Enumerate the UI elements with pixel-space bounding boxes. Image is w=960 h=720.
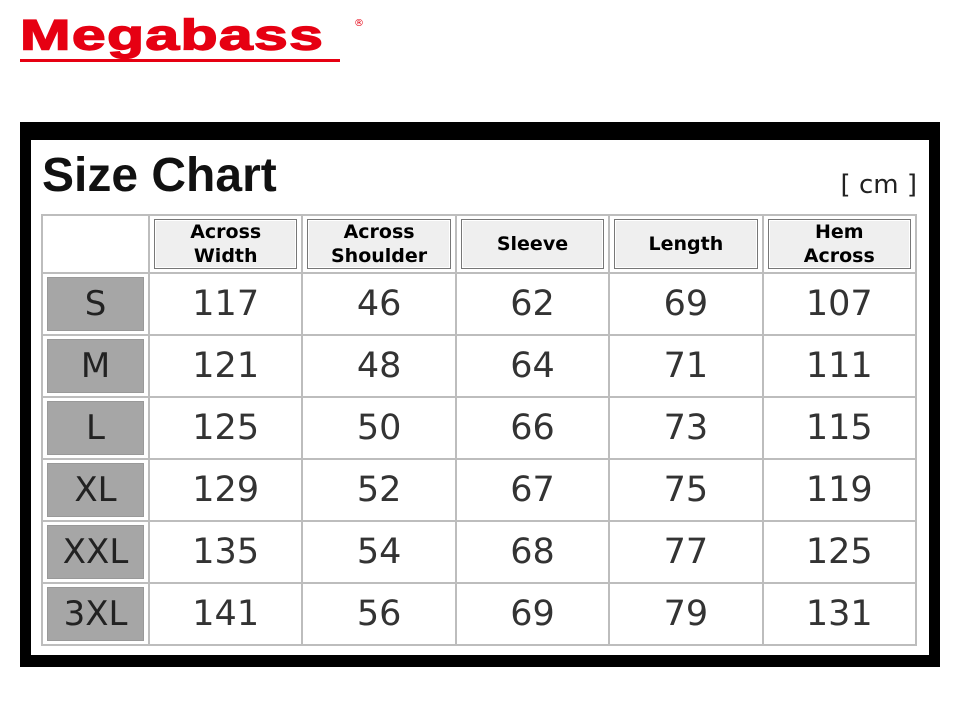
column-header-cell: Across Width <box>147 214 304 274</box>
size-chart-panel: Size Chart [ cm ] Across Width Across Sho… <box>31 140 929 655</box>
value-cell: 66 <box>454 396 611 460</box>
value-cell: 111 <box>761 334 918 398</box>
chart-title: Size Chart <box>42 149 277 202</box>
value-cell: 107 <box>761 272 918 336</box>
logo-text: Megabass <box>19 10 325 59</box>
column-header-cell: Across Shoulder <box>301 214 457 274</box>
value-cell: 119 <box>761 458 918 522</box>
size-cell: XXL <box>41 520 150 584</box>
size-cell: S <box>41 272 150 336</box>
size-label: XL <box>47 463 144 517</box>
header-row: Across Width Across Shoulder Sleeve Length H… <box>41 214 918 274</box>
column-header: Across Shoulder <box>307 219 451 269</box>
value-cell: 46 <box>301 272 457 336</box>
value-cell: 62 <box>454 272 611 336</box>
value-cell: 69 <box>454 582 611 646</box>
unit-label: [ cm ] <box>840 170 917 200</box>
value-cell: 77 <box>608 520 764 584</box>
size-cell: XL <box>41 458 150 522</box>
table-row: S 117 46 62 69 107 <box>41 272 918 336</box>
table-row: M 121 48 64 71 111 <box>41 334 918 398</box>
size-label: S <box>47 277 144 331</box>
value-cell: 131 <box>761 582 918 646</box>
column-header: Sleeve <box>460 219 605 269</box>
table-row: XXL 135 54 68 77 125 <box>41 520 918 584</box>
value-cell: 48 <box>301 334 457 398</box>
value-cell: 121 <box>147 334 304 398</box>
size-label: M <box>47 339 144 393</box>
table-row: L 125 50 66 73 115 <box>41 396 918 460</box>
value-cell: 69 <box>608 272 764 336</box>
value-cell: 50 <box>301 396 457 460</box>
table-row: XL 129 52 67 75 119 <box>41 458 918 522</box>
column-header: Across Width <box>154 219 298 269</box>
corner-cell <box>41 214 150 274</box>
size-cell: M <box>41 334 150 398</box>
size-cell: L <box>41 396 150 460</box>
value-cell: 135 <box>147 520 304 584</box>
value-cell: 68 <box>454 520 611 584</box>
size-label: L <box>47 401 144 455</box>
value-cell: 56 <box>301 582 457 646</box>
value-cell: 115 <box>761 396 918 460</box>
value-cell: 67 <box>454 458 611 522</box>
size-label: XXL <box>47 525 144 579</box>
value-cell: 54 <box>301 520 457 584</box>
value-cell: 64 <box>454 334 611 398</box>
value-cell: 125 <box>761 520 918 584</box>
registered-mark: ® <box>354 18 364 29</box>
size-chart-frame: Size Chart [ cm ] Across Width Across Sho… <box>20 122 940 667</box>
value-cell: 73 <box>608 396 764 460</box>
column-header: Length <box>614 219 758 269</box>
size-cell: 3XL <box>41 582 150 646</box>
megabass-logo: Megabass ® <box>19 10 364 65</box>
logo-underline <box>20 59 340 62</box>
column-header-cell: Sleeve <box>454 214 611 274</box>
size-label: 3XL <box>47 587 144 641</box>
value-cell: 71 <box>608 334 764 398</box>
table-row: 3XL 141 56 69 79 131 <box>41 582 918 646</box>
value-cell: 129 <box>147 458 304 522</box>
value-cell: 75 <box>608 458 764 522</box>
column-header-cell: Hem Across <box>761 214 918 274</box>
value-cell: 141 <box>147 582 304 646</box>
value-cell: 79 <box>608 582 764 646</box>
value-cell: 52 <box>301 458 457 522</box>
value-cell: 125 <box>147 396 304 460</box>
value-cell: 117 <box>147 272 304 336</box>
column-header-cell: Length <box>608 214 764 274</box>
column-header: Hem Across <box>767 219 911 269</box>
size-table: Across Width Across Shoulder Sleeve Length H… <box>41 214 918 646</box>
